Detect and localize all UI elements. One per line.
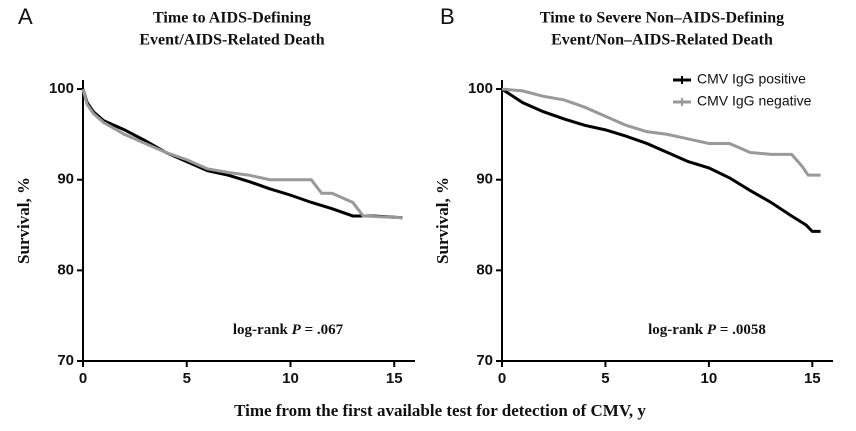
- annotation-text: = .0058: [716, 322, 766, 338]
- y-axis-label: Survival, %: [14, 177, 33, 264]
- y-tick-label: 80: [57, 261, 74, 278]
- annotation-text: log-rank: [648, 322, 707, 338]
- chart-title: Event/AIDS-Related Death: [139, 32, 324, 49]
- y-tick-label: 90: [57, 171, 74, 188]
- annotation-p: P: [292, 322, 302, 338]
- panel-label: B: [440, 4, 455, 29]
- annotation: log-rank P = .067: [233, 322, 344, 338]
- x-axis-label: Time from the first available test for d…: [234, 401, 646, 420]
- chart-title: Time to Severe Non–AIDS-Defining: [540, 10, 784, 27]
- x-tick-label: 5: [601, 370, 609, 387]
- survival-curve: [501, 87, 821, 233]
- survival-curve: [81, 88, 403, 220]
- legend-label: CMV IgG positive: [697, 71, 806, 87]
- panel-label: A: [18, 4, 33, 29]
- chart-title: Time to AIDS-Defining: [153, 10, 311, 27]
- x-tick-label: 0: [79, 370, 87, 387]
- x-tick-label: 15: [804, 370, 821, 387]
- annotation-text: = .067: [301, 322, 344, 338]
- y-tick-label: 100: [468, 80, 493, 97]
- y-tick-label: 70: [57, 352, 74, 369]
- x-tick-label: 15: [386, 370, 403, 387]
- y-axis-label: Survival, %: [433, 177, 452, 264]
- y-tick-label: 90: [476, 171, 493, 188]
- y-tick-label: 70: [476, 352, 493, 369]
- x-tick-label: 10: [282, 370, 299, 387]
- annotation-p: P: [707, 322, 717, 338]
- x-tick-label: 10: [701, 370, 718, 387]
- y-tick-label: 100: [49, 80, 74, 97]
- x-tick-label: 5: [183, 370, 191, 387]
- survival-curve: [81, 88, 403, 220]
- annotation: log-rank P = .0058: [648, 322, 766, 338]
- legend-label: CMV IgG negative: [697, 93, 812, 109]
- annotation-text: log-rank: [233, 322, 292, 338]
- y-tick-label: 80: [476, 261, 493, 278]
- x-tick-label: 0: [498, 370, 506, 387]
- chart-title: Event/Non–AIDS-Related Death: [551, 32, 773, 49]
- survival-curve: [501, 87, 821, 177]
